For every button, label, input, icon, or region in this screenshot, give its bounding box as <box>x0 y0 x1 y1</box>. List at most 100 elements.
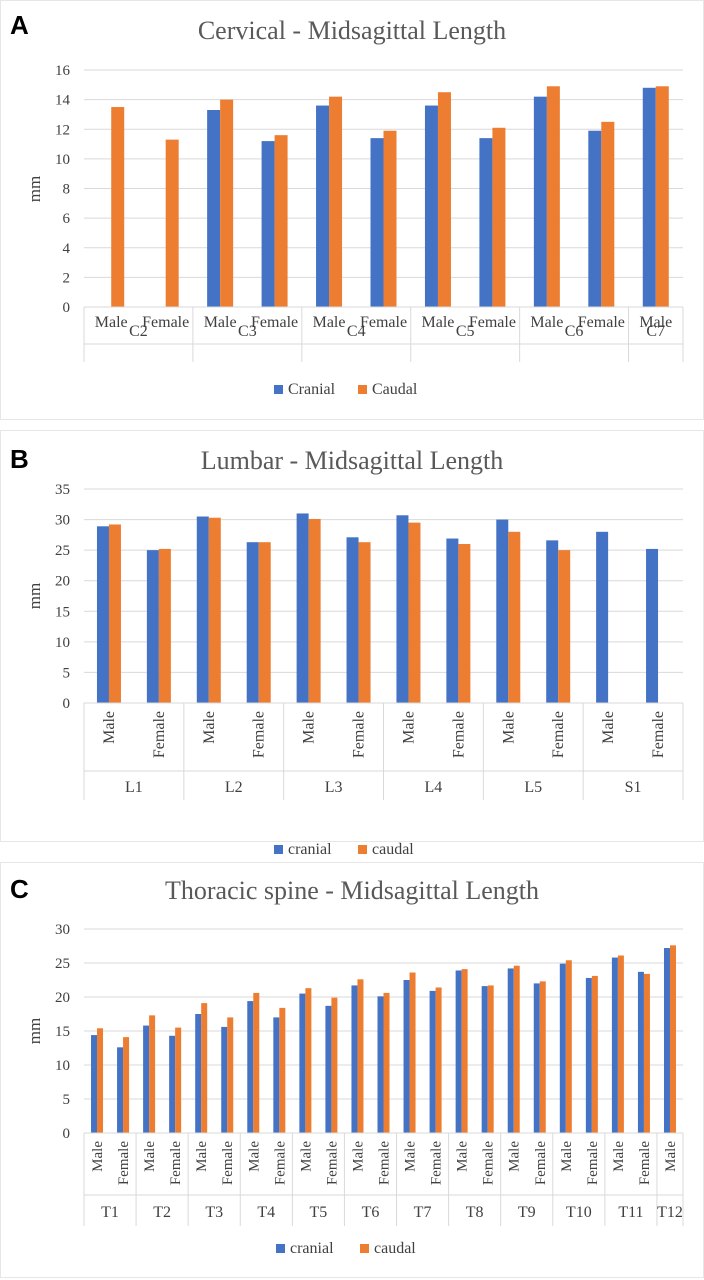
category-label: Male <box>142 1141 158 1172</box>
group-label: T2 <box>153 1204 171 1221</box>
bar-caudal-8 <box>546 86 560 307</box>
bar-caudal-1 <box>165 139 179 307</box>
bar-caudal-2 <box>149 1015 156 1133</box>
bar-cranial-3 <box>261 141 275 307</box>
group-label: T4 <box>257 1204 275 1221</box>
legend-swatch-cranial <box>276 1244 285 1253</box>
panel-a-letter: A <box>10 10 29 40</box>
category-label: Male <box>204 314 237 331</box>
group-label: L3 <box>325 779 343 796</box>
bar-caudal-5 <box>227 1017 234 1133</box>
category-label: Male <box>400 711 417 744</box>
y-tick-label: 35 <box>55 482 70 498</box>
bar-cranial-6 <box>247 1001 254 1133</box>
bar-caudal-10 <box>357 979 364 1133</box>
category-label: Female <box>168 1141 184 1185</box>
panel-c-letter: C <box>10 874 29 904</box>
panel-a: A Cervical - Midsagittal Length 0 2 4 6 8 10 1… <box>0 0 704 420</box>
panel-a-title: Cervical - Midsagittal Length <box>197 16 507 45</box>
group-label: C3 <box>238 323 257 340</box>
bar-cranial-4 <box>296 513 309 703</box>
legend-swatch-caudal <box>360 1244 369 1253</box>
y-tick-label: 5 <box>63 665 71 681</box>
legend-label-caudal: Caudal <box>372 381 418 398</box>
bar-cranial-0 <box>96 526 109 703</box>
group-label: L5 <box>524 779 542 796</box>
category-label: Male <box>194 1141 210 1172</box>
category-label: Male <box>530 314 563 331</box>
bar-cranial-5 <box>346 537 359 703</box>
category-label: Male <box>500 711 517 744</box>
bar-cranial-4 <box>195 1014 202 1133</box>
category-label: Male <box>639 314 672 331</box>
bar-caudal-0 <box>108 524 121 703</box>
y-tick-label: 4 <box>63 241 71 257</box>
group-label: L1 <box>125 779 143 796</box>
bar-caudal-11 <box>383 992 390 1133</box>
bar-caudal-5 <box>383 130 397 307</box>
category-label: Male <box>350 1141 366 1172</box>
bar-caudal-6 <box>253 992 260 1133</box>
bar-cranial-1 <box>146 550 159 703</box>
y-tick-label: 15 <box>55 1024 70 1040</box>
bar-cranial-9 <box>588 130 602 307</box>
bar-cranial-17 <box>533 983 540 1133</box>
bar-cranial-14 <box>455 970 462 1133</box>
category-label: Female <box>324 1141 340 1185</box>
category-label: Female <box>450 711 467 758</box>
bar-caudal-7 <box>458 544 471 703</box>
category-label: Female <box>533 1141 549 1185</box>
bar-cranial-7 <box>273 1017 280 1133</box>
legend-label-cranial: cranial <box>288 841 332 858</box>
category-label: Female <box>151 711 168 758</box>
bar-caudal-0 <box>97 1028 104 1133</box>
category-label: Female <box>220 1141 236 1185</box>
y-tick-label: 25 <box>55 543 70 559</box>
y-tick-label: 12 <box>55 122 70 138</box>
bar-caudal-4 <box>308 518 321 703</box>
bar-caudal-6 <box>437 92 451 307</box>
category-label: Female <box>251 314 298 331</box>
y-tick-label: 6 <box>63 211 71 227</box>
group-label: L2 <box>225 779 243 796</box>
group-label: L4 <box>425 779 443 796</box>
bar-caudal-1 <box>158 548 171 703</box>
bar-caudal-13 <box>435 987 442 1133</box>
group-label: T9 <box>518 1204 536 1221</box>
category-label: Female <box>469 314 516 331</box>
bar-caudal-6 <box>408 522 421 703</box>
bar-cranial-5 <box>370 138 384 307</box>
y-tick-label: 10 <box>55 1058 70 1074</box>
legend-swatch-caudal <box>358 385 367 394</box>
bar-cranial-20 <box>611 957 618 1133</box>
bar-cranial-15 <box>481 986 488 1133</box>
y-tick-label: 20 <box>55 574 70 590</box>
bar-caudal-4 <box>329 96 343 307</box>
category-label: Female <box>650 711 667 758</box>
category-label: Male <box>298 1141 314 1172</box>
bar-cranial-22 <box>663 948 670 1133</box>
bar-cranial-12 <box>403 980 410 1133</box>
y-axis-label: mm <box>25 1018 44 1044</box>
bar-caudal-17 <box>539 981 546 1133</box>
bar-cranial-9 <box>325 1005 332 1133</box>
group-label: T7 <box>414 1204 432 1221</box>
y-tick-label: 30 <box>55 922 70 938</box>
bar-cranial-10 <box>351 985 358 1133</box>
y-tick-label: 25 <box>55 956 70 972</box>
category-label: Male <box>422 314 455 331</box>
bar-caudal-3 <box>175 1027 182 1133</box>
y-tick-label: 14 <box>55 93 71 109</box>
category-label: Female <box>142 314 189 331</box>
category-label: Male <box>201 711 218 744</box>
category-label: Female <box>116 1141 132 1185</box>
y-tick-label: 15 <box>55 604 70 620</box>
legend-label-cranial: Cranial <box>288 381 336 398</box>
bar-caudal-5 <box>358 542 371 703</box>
y-tick-label: 10 <box>55 152 70 168</box>
group-label: T6 <box>362 1204 380 1221</box>
category-label: Male <box>301 711 318 744</box>
y-tick-label: 16 <box>55 63 71 79</box>
category-label: Male <box>507 1141 523 1172</box>
category-label: Male <box>313 314 346 331</box>
